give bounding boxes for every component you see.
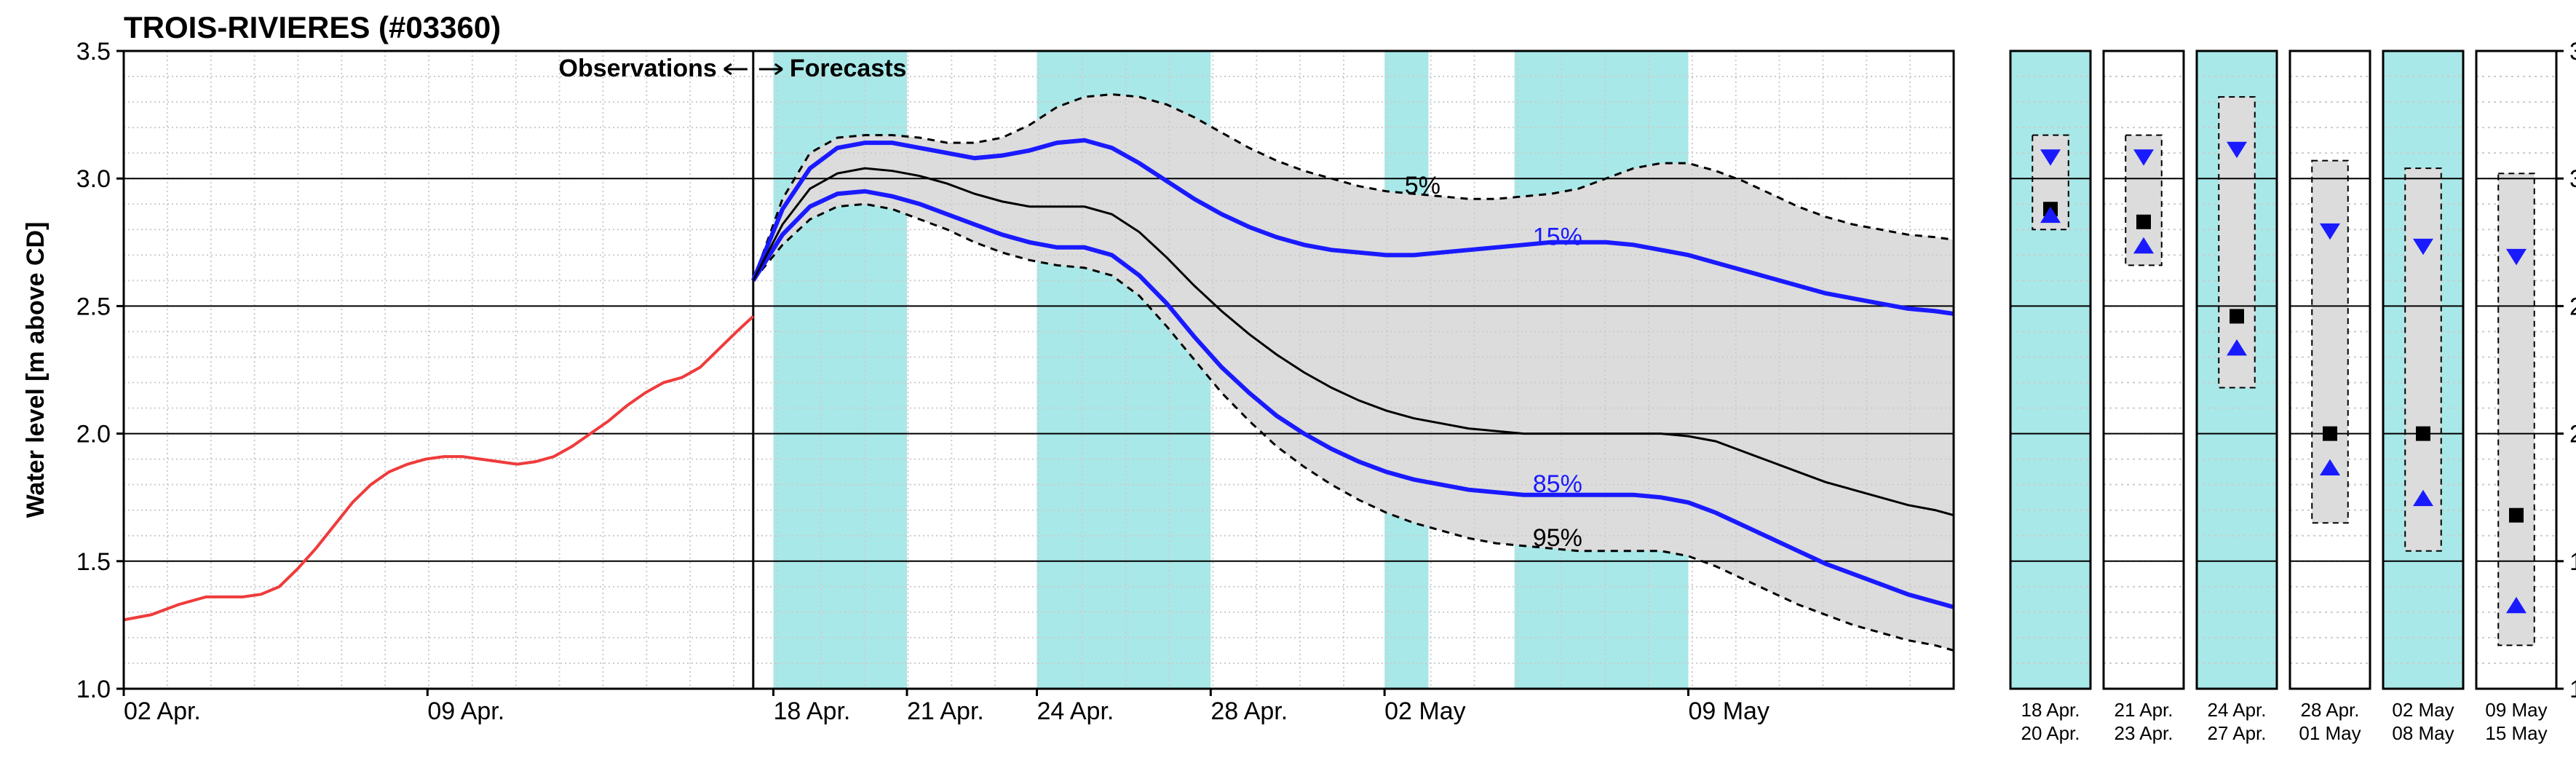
summary-panel: 02 May08 May xyxy=(2383,51,2463,744)
panel-date-bottom: 15 May xyxy=(2485,722,2547,744)
percentile-label: 85% xyxy=(1533,470,1582,498)
y-tick-label: 3.0 xyxy=(76,165,111,193)
y-tick-label-right: 1.5 xyxy=(2569,548,2576,576)
panel-envelope xyxy=(2498,173,2535,645)
x-tick-label: 21 Apr. xyxy=(907,697,984,725)
y-axis-label: Water level [m above CD] xyxy=(22,222,49,518)
y-tick-label-right: 2.5 xyxy=(2569,293,2576,320)
panel-date-top: 24 Apr. xyxy=(2208,699,2267,721)
left-arrow-icon xyxy=(724,64,748,74)
observations-line xyxy=(124,316,753,620)
y-tick-label: 3.5 xyxy=(76,38,111,66)
panel-date-bottom: 01 May xyxy=(2299,722,2361,744)
panel-date-bottom: 27 Apr. xyxy=(2208,722,2267,744)
summary-panel: 21 Apr.23 Apr. xyxy=(2104,51,2184,744)
summary-panel: 18 Apr.20 Apr. xyxy=(2010,51,2090,744)
y-tick-label: 2.0 xyxy=(76,421,111,448)
y-tick-label-right: 1.0 xyxy=(2569,676,2576,703)
summary-panel: 24 Apr.27 Apr. xyxy=(2197,51,2277,744)
square-icon xyxy=(2230,309,2244,323)
panel-date-bottom: 08 May xyxy=(2392,722,2454,744)
percentile-label: 95% xyxy=(1533,524,1582,552)
chart-title: TROIS-RIVIERES (#03360) xyxy=(124,10,501,44)
water-level-forecast-chart: 5% 15% 85% 95% 1.0 1.5 2.0 2.5 3.0 3.5 02 Apr. 09 A… xyxy=(0,0,2576,771)
square-icon xyxy=(2509,508,2524,523)
square-icon xyxy=(2416,427,2430,441)
right-arrow-icon xyxy=(759,64,782,74)
y-tick-label: 1.0 xyxy=(76,676,111,703)
y-tick-label: 1.5 xyxy=(76,548,111,576)
x-tick-label: 24 Apr. xyxy=(1037,697,1114,725)
x-tick-label: 02 May xyxy=(1384,697,1466,725)
x-tick-label: 28 Apr. xyxy=(1210,697,1288,725)
y-tick-label: 2.5 xyxy=(76,293,111,320)
panel-date-top: 18 Apr. xyxy=(2021,699,2080,721)
forecast-envelope xyxy=(753,95,1954,651)
square-icon xyxy=(2136,215,2151,229)
observations-label: Observations xyxy=(559,55,717,82)
panel-date-top: 21 Apr. xyxy=(2115,699,2173,721)
x-tick-label: 02 Apr. xyxy=(124,697,201,725)
panel-date-bottom: 20 Apr. xyxy=(2021,722,2080,744)
x-tick-label: 18 Apr. xyxy=(773,697,850,725)
summary-panel: 28 Apr.01 May xyxy=(2290,51,2370,744)
panel-date-top: 09 May xyxy=(2485,699,2547,721)
panel-date-bottom: 23 Apr. xyxy=(2115,722,2173,744)
percentile-label: 15% xyxy=(1533,223,1582,250)
panel-date-top: 28 Apr. xyxy=(2301,699,2360,721)
percentile-label: 5% xyxy=(1405,172,1440,199)
square-icon xyxy=(2323,427,2337,441)
x-tick-label: 09 Apr. xyxy=(427,697,504,725)
summary-panel: 09 May15 May xyxy=(2476,51,2556,744)
panel-date-top: 02 May xyxy=(2392,699,2454,721)
y-tick-label-right: 3.5 xyxy=(2569,38,2576,66)
y-tick-label-right: 3.0 xyxy=(2569,165,2576,193)
y-tick-label-right: 2.0 xyxy=(2569,421,2576,448)
x-tick-label: 09 May xyxy=(1688,697,1769,725)
forecasts-label: Forecasts xyxy=(790,55,907,82)
